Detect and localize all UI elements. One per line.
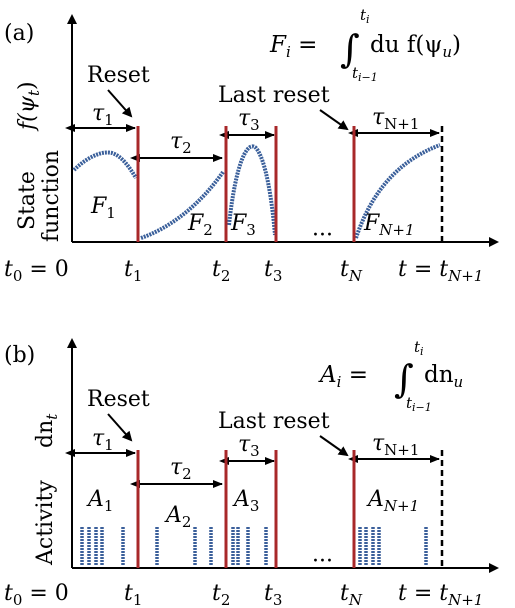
panel-b-ellipsis: ··· (312, 549, 333, 574)
ylabel-state: State (15, 171, 40, 230)
panel-b-tau1-label: τ1 (92, 426, 114, 454)
panel-a-tick-tN: tN (340, 257, 363, 285)
panel-a-tick-tEnd: t = tN+1 (398, 257, 483, 285)
panel-b-tick-tN: tN (340, 581, 363, 608)
panel-b-tick-tEnd: t = tN+1 (398, 581, 483, 608)
panel-b-tauN-label: τN+1 (372, 431, 419, 459)
panel-a-tick-t2: t2 (212, 257, 230, 285)
panel-b-spikes (80, 527, 428, 566)
panel-a-label: (a) (4, 21, 34, 46)
ylabel-f-psi: f(ψt) (15, 81, 43, 132)
panel-a-ylabel: State (15, 171, 40, 230)
ylabel-function: function (39, 150, 64, 242)
panel-b-tick-t3: t3 (264, 581, 282, 608)
panel-a-curve-3 (227, 144, 277, 236)
panel-b-reset-label: Reset (87, 387, 150, 412)
panel-a-tau3-label: τ3 (238, 106, 260, 134)
panel-b-tick-t0: t0 = 0 (4, 581, 69, 608)
panel-b-lower-limit: ti−1 (406, 394, 432, 414)
panel-b-tick-t2: t2 (212, 581, 230, 608)
panel-b-region-A3: A3 (232, 487, 259, 515)
panel-b-integrand: dnu (424, 362, 463, 391)
panel-b-last-reset-arrow (319, 435, 349, 457)
panel-b-tau2-label: τ2 (170, 455, 192, 483)
panel-b-formula: Ai = (318, 362, 368, 391)
panel-a-upper-limit: ti (360, 6, 370, 26)
panel-b-label: (b) (4, 343, 35, 368)
panel-a-lower-limit: ti−1 (352, 64, 378, 84)
ylabel-activity: Activity (33, 480, 58, 566)
panel-b-region-A1: A1 (86, 487, 113, 515)
panel-a-reset-arrow (107, 89, 133, 118)
panel-b-integral: ∫ (394, 357, 414, 401)
panel-b-reset-arrow (107, 413, 133, 442)
panel-b-tick-t1: t1 (124, 581, 142, 608)
panel-a-region-F2: F2 (187, 211, 213, 239)
panel-a-integrand: du f(ψu) (370, 32, 461, 61)
panel-a: (a) State function f(ψt) Fi = ∫ ti ti−1 … (4, 6, 499, 285)
panel-b-upper-limit: ti (414, 338, 424, 358)
panel-a-tick-t1: t1 (124, 257, 142, 285)
panel-a-region-FN: FN+1 (363, 211, 415, 239)
panel-a-last-reset-label: Last reset (218, 83, 330, 108)
panel-b-tau3-label: τ3 (238, 432, 260, 460)
ylabel-dn: dnt (33, 413, 61, 448)
panel-a-last-reset-arrow (319, 109, 349, 131)
panel-a-formula: Fi = (269, 32, 317, 61)
panel-a-curve-1 (72, 150, 138, 180)
panel-a-tick-t0: t0 = 0 (4, 257, 69, 285)
panel-a-tau2-label: τ2 (170, 129, 192, 157)
panel-b-region-AN: AN+1 (366, 487, 419, 515)
panel-a-reset-label: Reset (87, 63, 150, 88)
panel-a-tauN-label: τN+1 (372, 105, 419, 133)
panel-b: (b) Activity dnt Ai = ∫ ti ti−1 dnu Rese… (4, 338, 499, 608)
panel-b-last-reset-label: Last reset (218, 409, 330, 434)
panel-a-region-F3: F3 (230, 211, 256, 239)
panel-a-curve-n (354, 143, 441, 239)
panel-a-region-F1: F1 (90, 194, 116, 222)
panel-a-curve-2 (140, 170, 225, 240)
panel-a-integral: ∫ (340, 27, 360, 71)
panel-a-ellipsis: ··· (312, 223, 333, 248)
panel-a-tau1-label: τ1 (92, 101, 114, 129)
panel-a-tick-t3: t3 (264, 257, 282, 285)
panel-b-region-A2: A2 (164, 503, 191, 531)
